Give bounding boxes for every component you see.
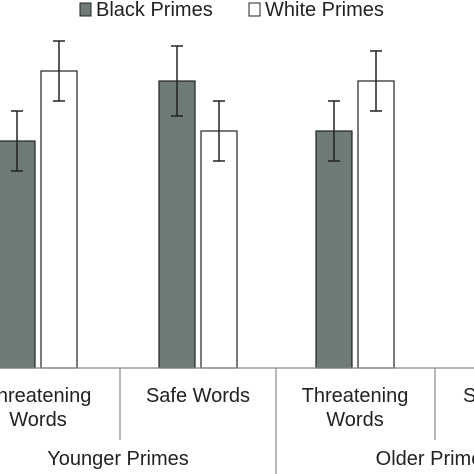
bar-1-3 — [315, 130, 353, 369]
bar-1-2 — [158, 80, 196, 369]
group-label-1: Younger Primes — [47, 448, 189, 470]
bar-2-1 — [40, 70, 78, 369]
group-label-2: Older Primes — [376, 448, 474, 470]
category-label-3-line-1: Threatening — [302, 385, 409, 407]
category-label-2-line-1: Safe Words — [146, 385, 250, 407]
category-label-1-line-2: Words — [9, 409, 66, 431]
legend: Black Primes White Primes — [79, 0, 384, 21]
x-axis: ThreateningWordsSafe WordsThreateningWor… — [0, 367, 474, 474]
category-label-3-line-2: Words — [326, 409, 383, 431]
bar-2-3 — [357, 80, 395, 369]
category-label-4-line-1: Safe Words — [463, 385, 474, 407]
bar-2-2 — [200, 130, 238, 369]
legend-label-1: Black Primes — [96, 0, 213, 21]
plot-area — [0, 40, 395, 369]
bar-1-1 — [0, 140, 36, 369]
legend-swatch-2 — [248, 2, 261, 17]
legend-swatch-1 — [79, 2, 92, 17]
category-label-1-line-1: Threatening — [0, 385, 91, 407]
legend-label-2: White Primes — [265, 0, 384, 21]
